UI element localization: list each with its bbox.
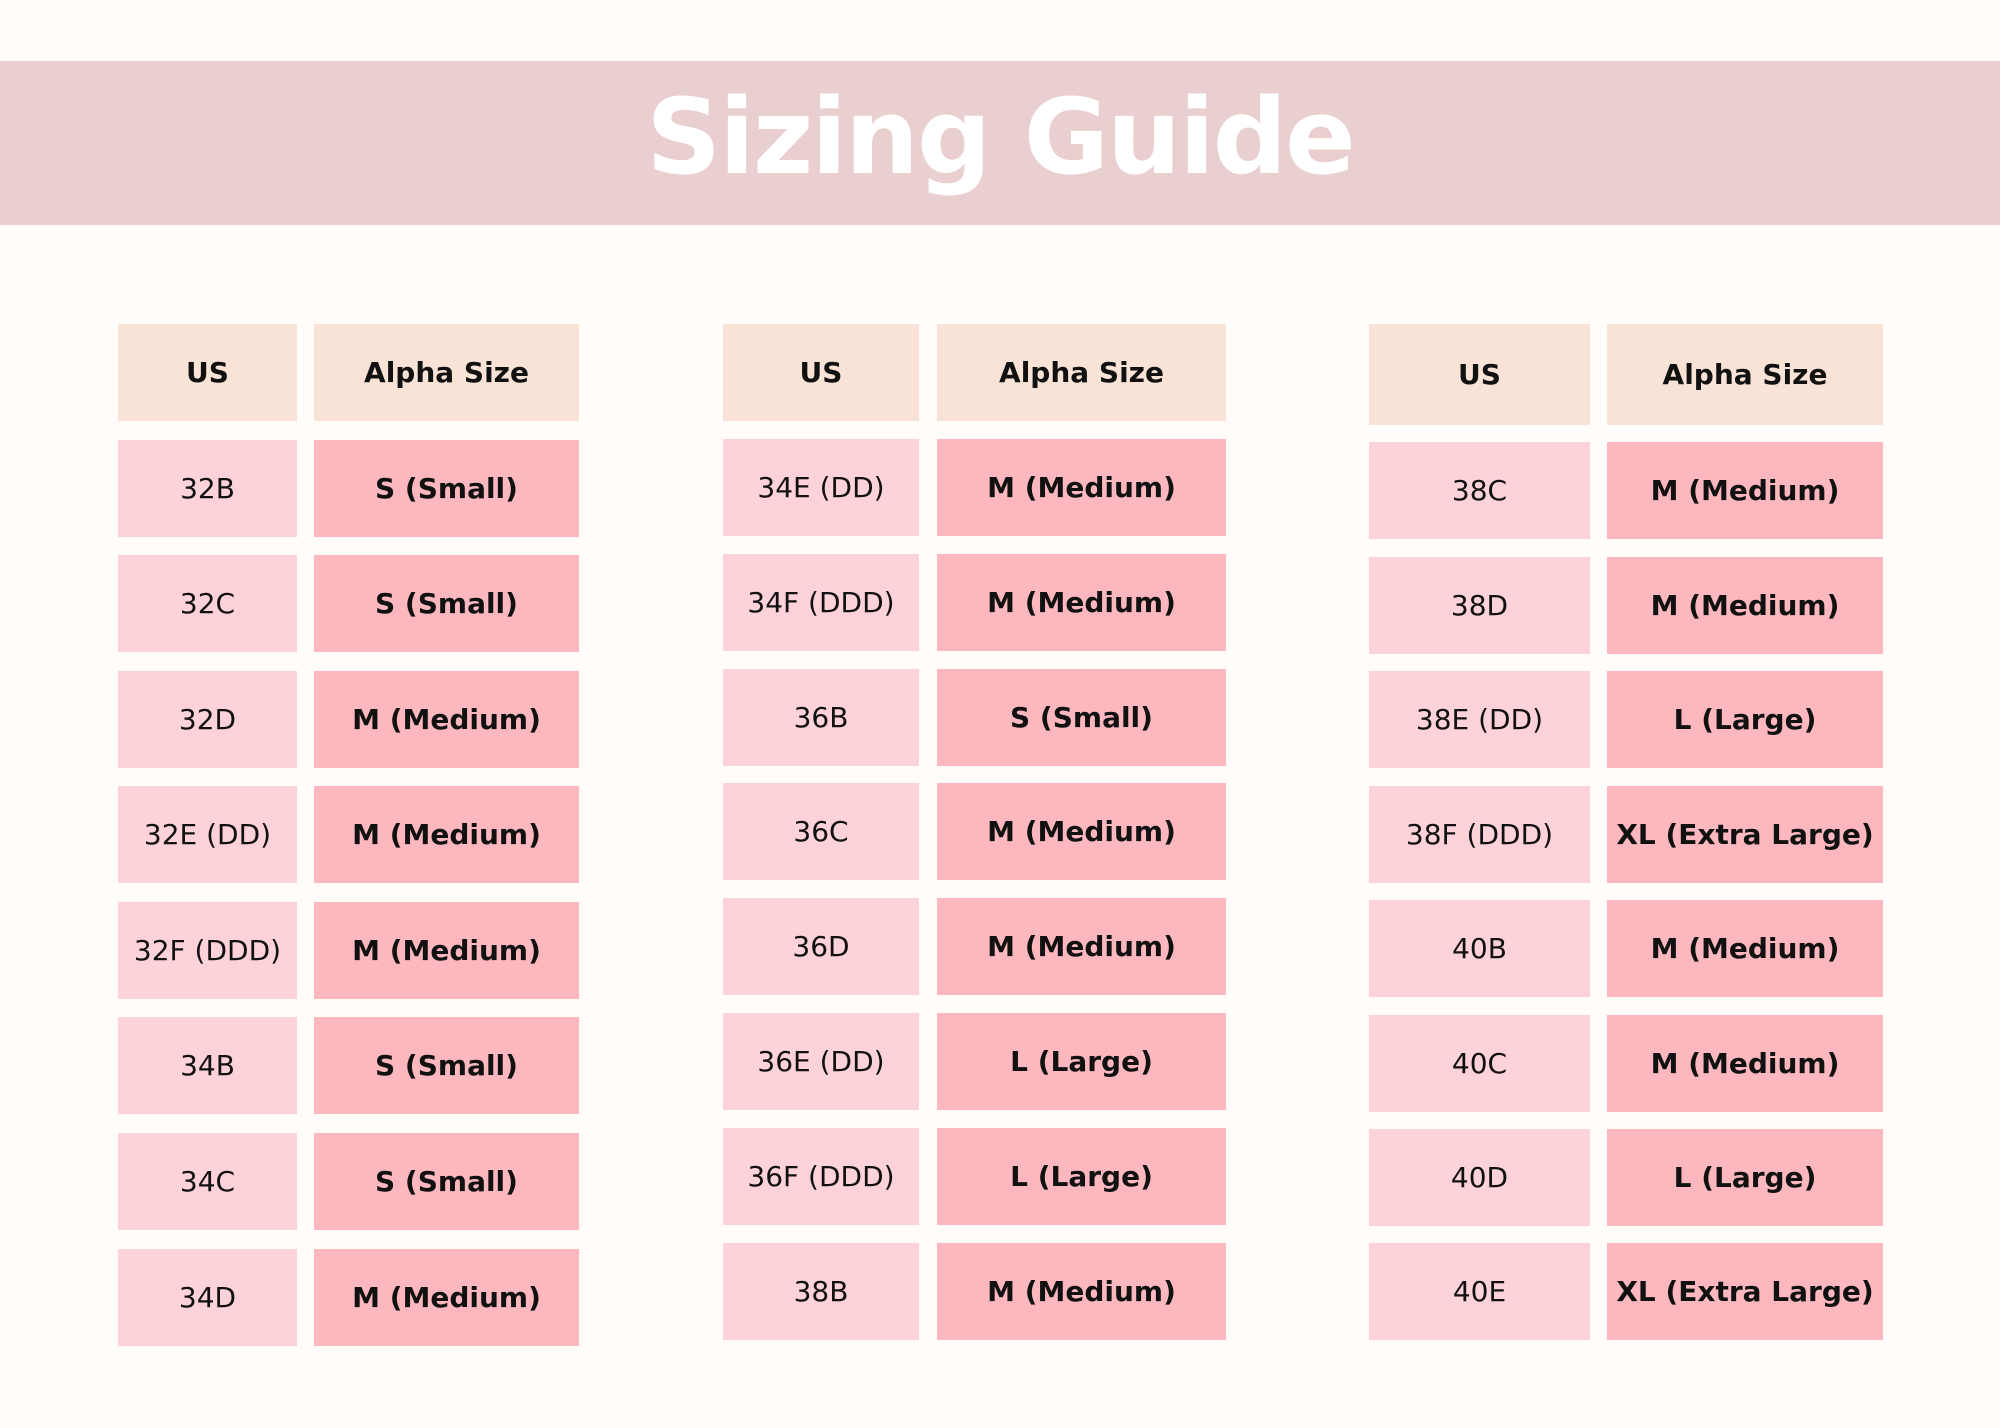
alpha-size-cell: M (Medium) [314,1249,579,1346]
us-size-cell: 38D [1369,557,1590,654]
alpha-size-cell: L (Large) [937,1128,1226,1225]
alpha-size-cell: L (Large) [937,1013,1226,1110]
us-size-cell: 36D [723,898,919,995]
us-size-cell: 36F (DDD) [723,1128,919,1225]
alpha-size-cell: M (Medium) [1607,442,1883,539]
us-size-cell: 32E (DD) [118,786,297,883]
us-size-cell: 36C [723,783,919,880]
alpha-size-cell: L (Large) [1607,671,1883,768]
us-size-cell: 40E [1369,1243,1590,1340]
alpha-size-cell: XL (Extra Large) [1607,786,1883,883]
alpha-size-cell: M (Medium) [937,1243,1226,1340]
us-size-cell: 34B [118,1017,297,1114]
us-size-cell: 40C [1369,1015,1590,1112]
us-column-header: US [118,324,297,421]
us-size-cell: 32C [118,555,297,652]
alpha-size-cell: M (Medium) [314,671,579,768]
us-size-cell: 34D [118,1249,297,1346]
alpha-size-cell: S (Small) [314,1017,579,1114]
us-size-cell: 38F (DDD) [1369,786,1590,883]
us-size-cell: 34F (DDD) [723,554,919,651]
alpha-size-cell: M (Medium) [937,783,1226,880]
alpha-size-cell: M (Medium) [314,786,579,883]
alpha-size-cell: XL (Extra Large) [1607,1243,1883,1340]
alpha-size-cell: M (Medium) [937,554,1226,651]
alpha-size-column-header: Alpha Size [314,324,579,421]
alpha-size-cell: L (Large) [1607,1129,1883,1226]
alpha-size-cell: M (Medium) [1607,900,1883,997]
alpha-size-cell: S (Small) [314,1133,579,1230]
alpha-size-cell: M (Medium) [1607,557,1883,654]
us-column-header: US [1369,324,1590,425]
alpha-size-cell: S (Small) [314,440,579,537]
alpha-size-column-header: Alpha Size [937,324,1226,421]
alpha-size-cell: S (Small) [937,669,1226,766]
us-size-cell: 38B [723,1243,919,1340]
alpha-size-cell: M (Medium) [1607,1015,1883,1112]
alpha-size-cell: S (Small) [314,555,579,652]
us-size-cell: 40B [1369,900,1590,997]
us-size-cell: 36E (DD) [723,1013,919,1110]
us-size-cell: 38E (DD) [1369,671,1590,768]
us-size-cell: 34C [118,1133,297,1230]
page-title: Sizing Guide [646,76,1355,198]
alpha-size-cell: M (Medium) [314,902,579,999]
alpha-size-column-header: Alpha Size [1607,324,1883,425]
us-size-cell: 32F (DDD) [118,902,297,999]
title-banner: Sizing Guide [0,61,2000,225]
us-size-cell: 32B [118,440,297,537]
alpha-size-cell: M (Medium) [937,898,1226,995]
alpha-size-cell: M (Medium) [937,439,1226,536]
us-column-header: US [723,324,919,421]
us-size-cell: 32D [118,671,297,768]
us-size-cell: 36B [723,669,919,766]
us-size-cell: 34E (DD) [723,439,919,536]
us-size-cell: 38C [1369,442,1590,539]
us-size-cell: 40D [1369,1129,1590,1226]
